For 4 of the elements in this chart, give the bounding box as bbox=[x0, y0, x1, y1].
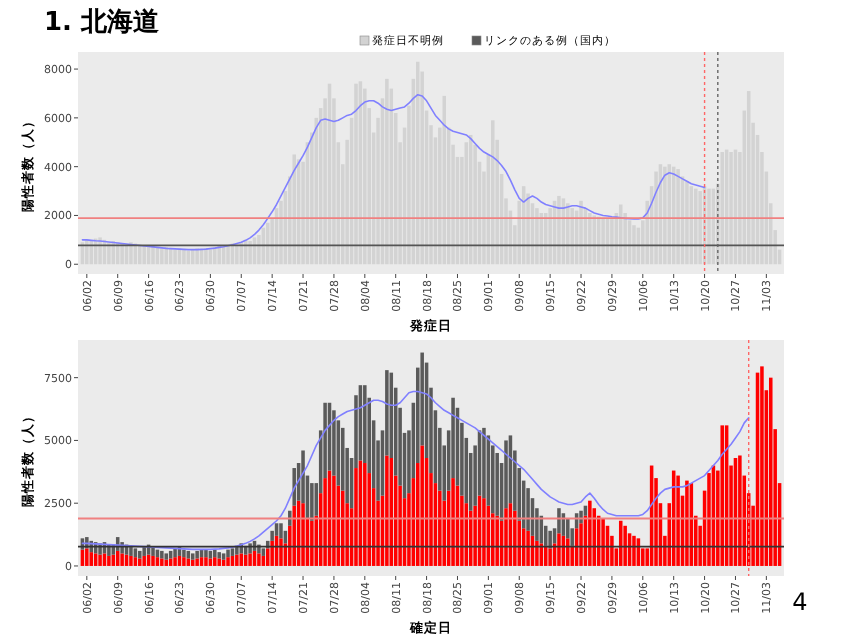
line-series bbox=[81, 93, 706, 251]
line-series bbox=[81, 390, 750, 551]
chart-title: 1. 北海道 bbox=[44, 8, 162, 38]
text: 4 bbox=[792, 588, 808, 616]
